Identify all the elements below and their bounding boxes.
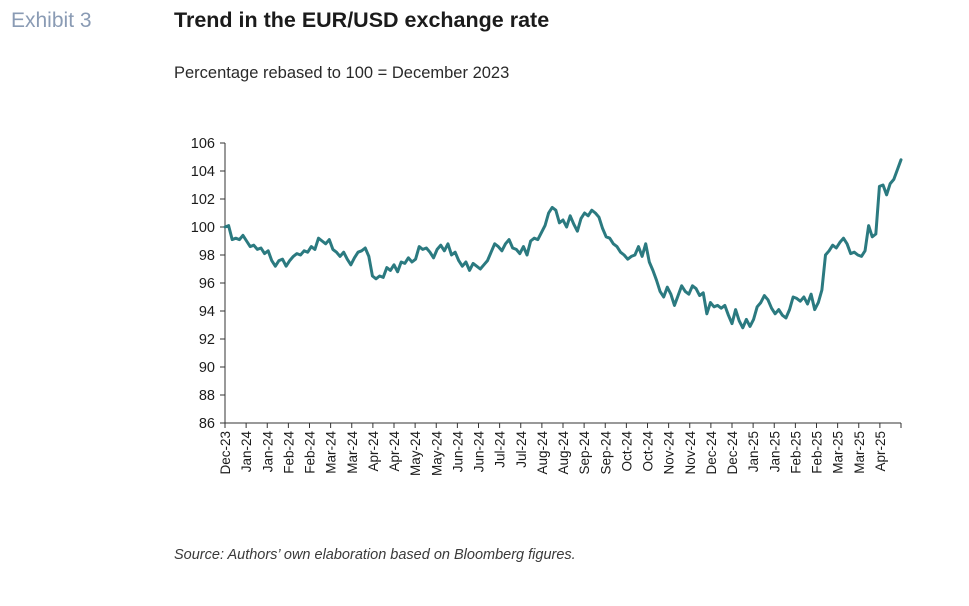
x-tick-label: Sep-24 (598, 431, 613, 475)
chart-subtitle: Percentage rebased to 100 = December 202… (174, 64, 510, 82)
x-tick-label: Apr-24 (387, 431, 402, 472)
x-tick-label: Dec-24 (725, 431, 740, 475)
plot-area (223, 158, 903, 330)
x-tick-label: Oct-24 (641, 431, 656, 472)
x-tick-label: Jan-24 (260, 431, 275, 473)
x-tick-label: Mar-24 (345, 431, 360, 474)
x-tick-label: Jul-24 (514, 431, 529, 468)
y-tick-label: 98 (199, 248, 215, 264)
x-tick-label: Aug-24 (556, 431, 571, 475)
x-tick-label: Dec-24 (704, 431, 719, 475)
chart-title: Trend in the EUR/USD exchange rate (174, 8, 550, 32)
y-tick-label: 94 (199, 304, 215, 320)
x-tick-label: Feb-25 (810, 431, 825, 474)
y-tick-label: 86 (199, 416, 215, 432)
x-tick-label: Feb-24 (303, 431, 318, 474)
x-tick-label: Nov-24 (662, 431, 677, 475)
source-note: Source: Authors’ own elaboration based o… (174, 547, 576, 563)
x-tick-label: Jan-24 (239, 431, 254, 473)
line-chart: 86 88 90 92 94 96 98 100 102 104 106 Dec-23 Jan-24 J… (191, 136, 903, 477)
x-tick-label: Oct-24 (619, 431, 634, 472)
y-tick-label: 90 (199, 360, 215, 376)
x-tick-label: Nov-24 (683, 431, 698, 475)
x-tick-label: May-24 (408, 431, 423, 477)
x-tick-label: Jul-24 (493, 431, 508, 468)
x-tick-label: Mar-24 (324, 431, 339, 474)
y-tick-label: 106 (191, 136, 215, 152)
x-tick-label: Apr-25 (873, 431, 888, 472)
x-tick-label: Sep-24 (577, 431, 592, 475)
y-tick-label: 104 (191, 164, 215, 180)
y-tick-label: 88 (199, 388, 215, 404)
x-tick-label: Mar-25 (831, 431, 846, 474)
x-tick-label: Mar-25 (852, 431, 867, 474)
y-tick-label: 96 (199, 276, 215, 292)
x-tick-label: Jan-25 (767, 431, 782, 472)
x-tick-label: Apr-24 (366, 431, 381, 472)
x-tick-label: Jan-25 (746, 431, 761, 472)
y-axis: 86 88 90 92 94 96 98 100 102 104 106 (191, 136, 226, 432)
x-tick-label: Dec-23 (218, 431, 233, 475)
y-tick-label: 92 (199, 332, 215, 348)
y-tick-label: 102 (191, 192, 215, 208)
x-tick-label: Aug-24 (535, 431, 550, 475)
y-tick-label: 100 (191, 220, 215, 236)
x-tick-label: Feb-25 (788, 431, 803, 474)
x-tick-label: Jun-24 (472, 431, 487, 473)
x-tick-label: Jun-24 (450, 431, 465, 473)
x-axis: Dec-23 Jan-24 Jan-24 Feb-24 Feb-24 Mar-24 Mar-… (218, 422, 902, 477)
exhibit-label: Exhibit 3 (11, 9, 92, 32)
x-tick-label: Feb-24 (281, 431, 296, 474)
x-tick-label: May-24 (429, 431, 444, 477)
series-line-0 (223, 158, 903, 330)
